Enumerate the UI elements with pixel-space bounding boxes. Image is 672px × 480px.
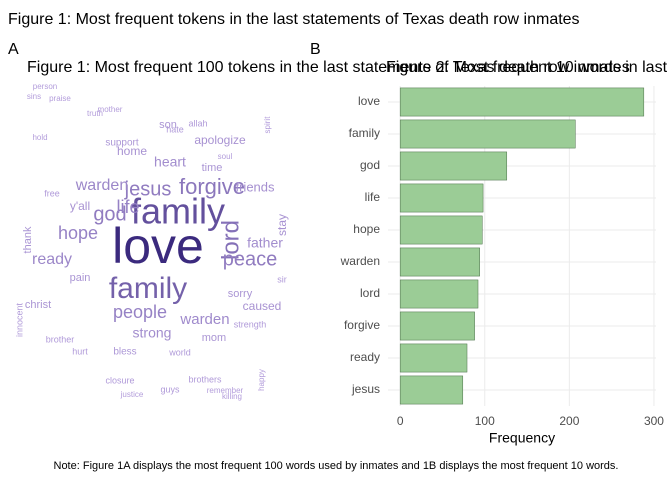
cloud-word: strength xyxy=(234,319,267,329)
cloud-word: strong xyxy=(133,325,172,341)
y-tick-label: forgive xyxy=(344,318,380,332)
cloud-word: bless xyxy=(113,347,136,358)
cloud-word: apologize xyxy=(194,133,246,147)
bar xyxy=(399,343,468,373)
cloud-title: Figure 1: Most frequent 100 tokens in th… xyxy=(27,59,630,76)
cloud-word: jesus xyxy=(124,178,172,200)
panel-label: B xyxy=(310,41,321,58)
x-tick-label: 0 xyxy=(397,414,404,428)
cloud-word: friends xyxy=(235,179,275,194)
cloud-word: peace xyxy=(223,248,278,270)
word-cloud: lovefamilyfamilyforgivejesuslordgodlifeh… xyxy=(14,82,289,401)
bar xyxy=(399,215,483,245)
cloud-word: soul xyxy=(218,152,233,161)
cloud-word: happy xyxy=(257,369,266,391)
cloud-word: people xyxy=(113,302,167,322)
cloud-word: person xyxy=(33,82,57,91)
cloud-word: mom xyxy=(202,332,226,344)
cloud-word: family xyxy=(109,272,187,305)
y-tick-label: family xyxy=(349,126,380,140)
cloud-word: ready xyxy=(32,251,72,268)
y-tick-label: ready xyxy=(350,350,380,364)
cloud-word: god xyxy=(93,203,126,225)
y-tick-label: jesus xyxy=(351,382,380,396)
y-tick-label: love xyxy=(358,94,380,108)
cloud-word: family xyxy=(131,191,225,232)
cloud-word: world xyxy=(168,347,191,357)
panel-label: A xyxy=(8,41,19,58)
cloud-word: closure xyxy=(105,375,134,385)
cloud-word: thank xyxy=(22,226,34,253)
cloud-word: brothers xyxy=(188,374,222,384)
cloud-word: sins xyxy=(27,92,41,101)
cloud-word: stay xyxy=(275,214,289,236)
cloud-word: mother xyxy=(98,105,123,114)
cloud-word: warden xyxy=(179,311,229,328)
cloud-word: justice xyxy=(120,390,144,399)
figure-title: Figure 1: Most frequent tokens in the la… xyxy=(8,11,580,28)
cloud-word: praise xyxy=(49,94,71,103)
cloud-word: father xyxy=(247,235,283,251)
cloud-word: hold xyxy=(32,133,47,142)
bar xyxy=(399,279,479,309)
cloud-word: truth xyxy=(87,109,103,118)
cloud-word: hurt xyxy=(72,346,88,356)
bar xyxy=(399,87,645,117)
x-axis-label: Frequency xyxy=(489,430,555,446)
cloud-word: love xyxy=(112,218,204,274)
y-tick-label: hope xyxy=(353,222,380,236)
bar xyxy=(399,119,576,149)
cloud-word: heart xyxy=(154,154,186,170)
note: Note: Figure 1A displays the most freque… xyxy=(54,460,619,472)
cloud-word: y'all xyxy=(70,199,90,213)
y-tick-label: warden xyxy=(340,254,380,268)
bar xyxy=(399,375,464,405)
bar xyxy=(399,151,508,181)
cloud-word: hate xyxy=(166,124,184,134)
cloud-word: forgive xyxy=(179,174,245,199)
cloud-word: christ xyxy=(25,299,51,311)
bar xyxy=(399,311,475,341)
cloud-word: support xyxy=(105,138,139,149)
x-tick-label: 200 xyxy=(559,414,579,428)
cloud-word: caused xyxy=(243,299,282,313)
cloud-word: guys xyxy=(160,384,180,394)
cloud-word: life xyxy=(116,197,139,217)
cloud-word: warden xyxy=(75,177,128,194)
x-tick-label: 100 xyxy=(475,414,495,428)
cloud-word: time xyxy=(202,162,223,174)
cloud-word: free xyxy=(44,188,60,198)
cloud-word: spirit xyxy=(263,116,272,134)
cloud-word: lord xyxy=(217,220,244,260)
cloud-word: sir xyxy=(277,274,287,284)
bar xyxy=(399,183,484,213)
bar xyxy=(399,247,480,277)
cloud-word: sorry xyxy=(228,288,253,300)
cloud-word: remember xyxy=(207,386,244,395)
cloud-word: allah xyxy=(188,118,207,128)
y-tick-label: lord xyxy=(360,286,380,300)
y-tick-label: life xyxy=(365,190,381,204)
x-tick-label: 300 xyxy=(644,414,664,428)
chart-title: Figure 2: Most frequent 10 words in last… xyxy=(386,59,672,76)
cloud-word: killing xyxy=(222,392,242,401)
cloud-word: son xyxy=(159,119,177,131)
cloud-word: hope xyxy=(58,223,98,243)
cloud-word: brother xyxy=(46,334,75,344)
cloud-word: home xyxy=(117,144,147,158)
y-tick-label: god xyxy=(360,158,380,172)
cloud-word: pain xyxy=(70,272,91,284)
cloud-word: innocent xyxy=(14,302,24,337)
